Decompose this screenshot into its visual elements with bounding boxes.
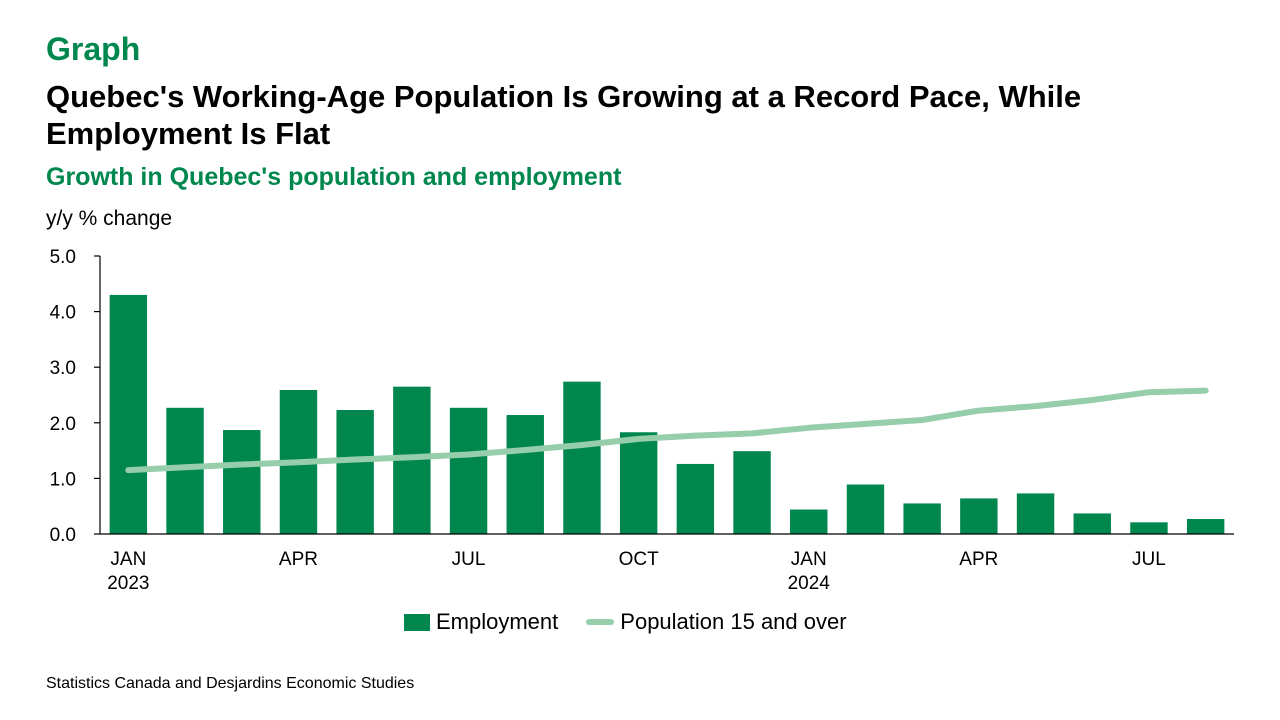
bar-employment	[619, 432, 658, 534]
bar-employment	[1130, 522, 1168, 534]
legend-label-population: Population 15 and over	[620, 609, 847, 634]
bar-employment	[449, 407, 488, 534]
source-note: Statistics Canada and Desjardins Economi…	[46, 675, 415, 692]
bar-employment	[790, 509, 828, 534]
x-tick-label: JUL	[1132, 549, 1166, 570]
x-tick-label: APR	[279, 549, 318, 570]
x-tick-label: JAN	[791, 549, 827, 570]
x-tick-year-label: 2024	[788, 573, 831, 594]
chart-title: Quebec's Working-Age Population Is Growi…	[46, 79, 1082, 152]
x-tick-label: JUL	[452, 549, 486, 570]
x-tick-year-label: 2023	[107, 573, 149, 594]
chart-kicker: Graph	[46, 31, 141, 67]
y-tick-label: 4.0	[50, 303, 76, 324]
x-tick-label: OCT	[619, 549, 660, 570]
legend: Employment Population 15 and over	[404, 609, 875, 635]
bar-employment	[1016, 493, 1055, 534]
x-tick-label: APR	[959, 549, 998, 570]
x-tick-label: JAN	[110, 549, 146, 570]
legend-item-population: Population 15 and over	[586, 609, 847, 635]
legend-label-employment: Employment	[436, 609, 559, 634]
bar-employment	[676, 463, 715, 534]
bar-employment	[223, 430, 261, 534]
bar-employment	[903, 503, 941, 534]
bar-employment	[1073, 513, 1111, 534]
bar-employment	[846, 484, 885, 534]
legend-swatch-employment	[404, 613, 430, 631]
legend-item-employment: Employment	[404, 609, 558, 635]
y-tick-label: 1.0	[50, 469, 76, 490]
bar-employment	[960, 498, 998, 534]
bar-employment	[1186, 518, 1225, 534]
bar-employment	[733, 451, 771, 534]
bar-employment	[563, 381, 601, 534]
legend-swatch-population	[586, 619, 615, 625]
line-population	[125, 387, 1209, 474]
y-tick-label: 2.0	[50, 414, 76, 435]
y-tick-label: 0.0	[50, 525, 76, 546]
bar-employment	[506, 415, 544, 534]
bar-employment	[336, 410, 374, 534]
y-axis-label: y/y % change	[46, 207, 173, 230]
chart-subtitle: Growth in Quebec's population and employ…	[46, 163, 622, 191]
y-tick-label: 3.0	[50, 358, 76, 379]
y-tick-label: 5.0	[50, 247, 76, 268]
bar-employment	[109, 294, 148, 534]
